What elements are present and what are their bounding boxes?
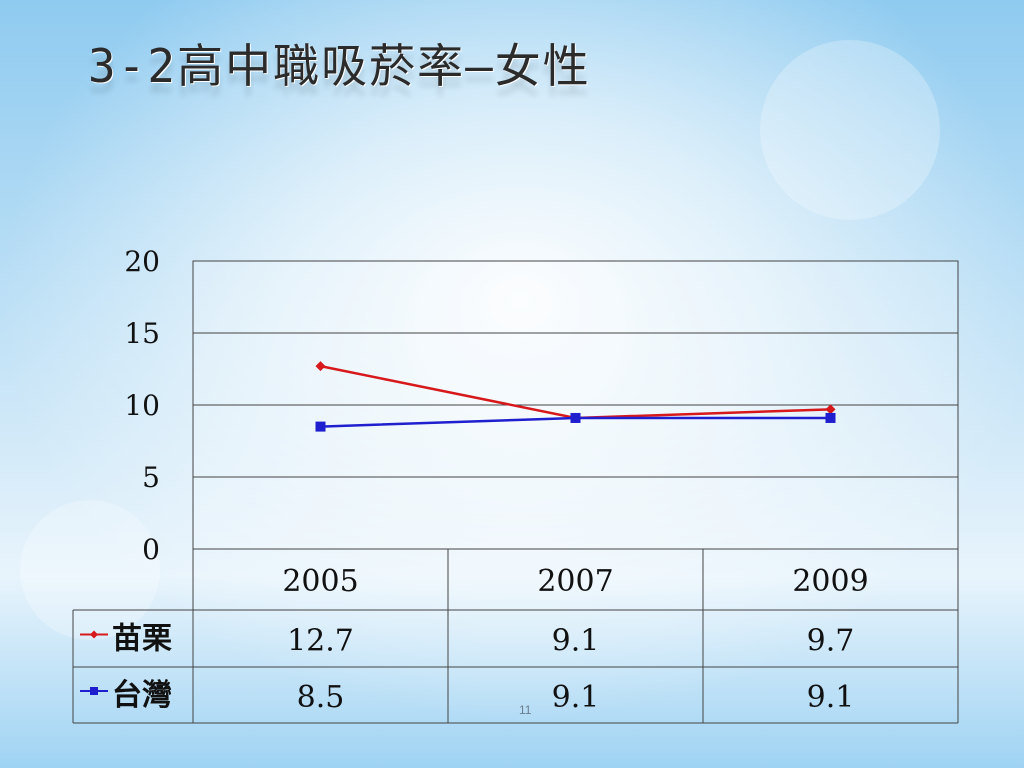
data-label: 9.7 (807, 624, 855, 659)
decor-bubble (20, 500, 160, 640)
data-point (570, 412, 581, 423)
data-point (315, 421, 326, 432)
series-台灣 (315, 412, 836, 432)
y-tick-label: 5 (142, 461, 160, 494)
x-tick-label: 2005 (282, 564, 358, 599)
x-tick-label: 2007 (537, 564, 613, 599)
page-number: 11 (519, 703, 532, 717)
data-label: 12.7 (287, 624, 354, 659)
legend-label: 苗栗 (112, 622, 172, 657)
data-label: 9.1 (552, 624, 600, 659)
x-tick-label: 2009 (792, 564, 868, 599)
legend-marker (90, 687, 98, 695)
data-label: 9.1 (552, 680, 600, 715)
chart-gridlines (192, 260, 959, 550)
legend-entry: 苗栗 (80, 622, 172, 657)
legend-marker (90, 630, 98, 639)
data-label: 9.1 (807, 680, 855, 715)
data-point (315, 361, 326, 372)
y-tick-label: 10 (124, 389, 160, 422)
y-tick-label: 15 (124, 317, 160, 350)
slide-title: 3-2高中職吸菸率—女性 (88, 39, 591, 93)
y-tick-label: 0 (142, 533, 160, 566)
decor-bubble (760, 40, 940, 220)
y-tick-label: 20 (124, 245, 160, 278)
y-axis: 0 5 10 15 20 (124, 245, 160, 566)
legend-entry: 台灣 (80, 678, 172, 713)
data-point (825, 412, 836, 423)
chart-series (315, 361, 836, 432)
legend-label: 台灣 (112, 678, 172, 713)
data-table: 2005 2007 2009 苗栗 12.7 9.1 9.7 台灣 8.5 9.1 9.1 (72, 549, 959, 724)
data-label: 8.5 (297, 680, 345, 715)
data-point (825, 404, 836, 415)
